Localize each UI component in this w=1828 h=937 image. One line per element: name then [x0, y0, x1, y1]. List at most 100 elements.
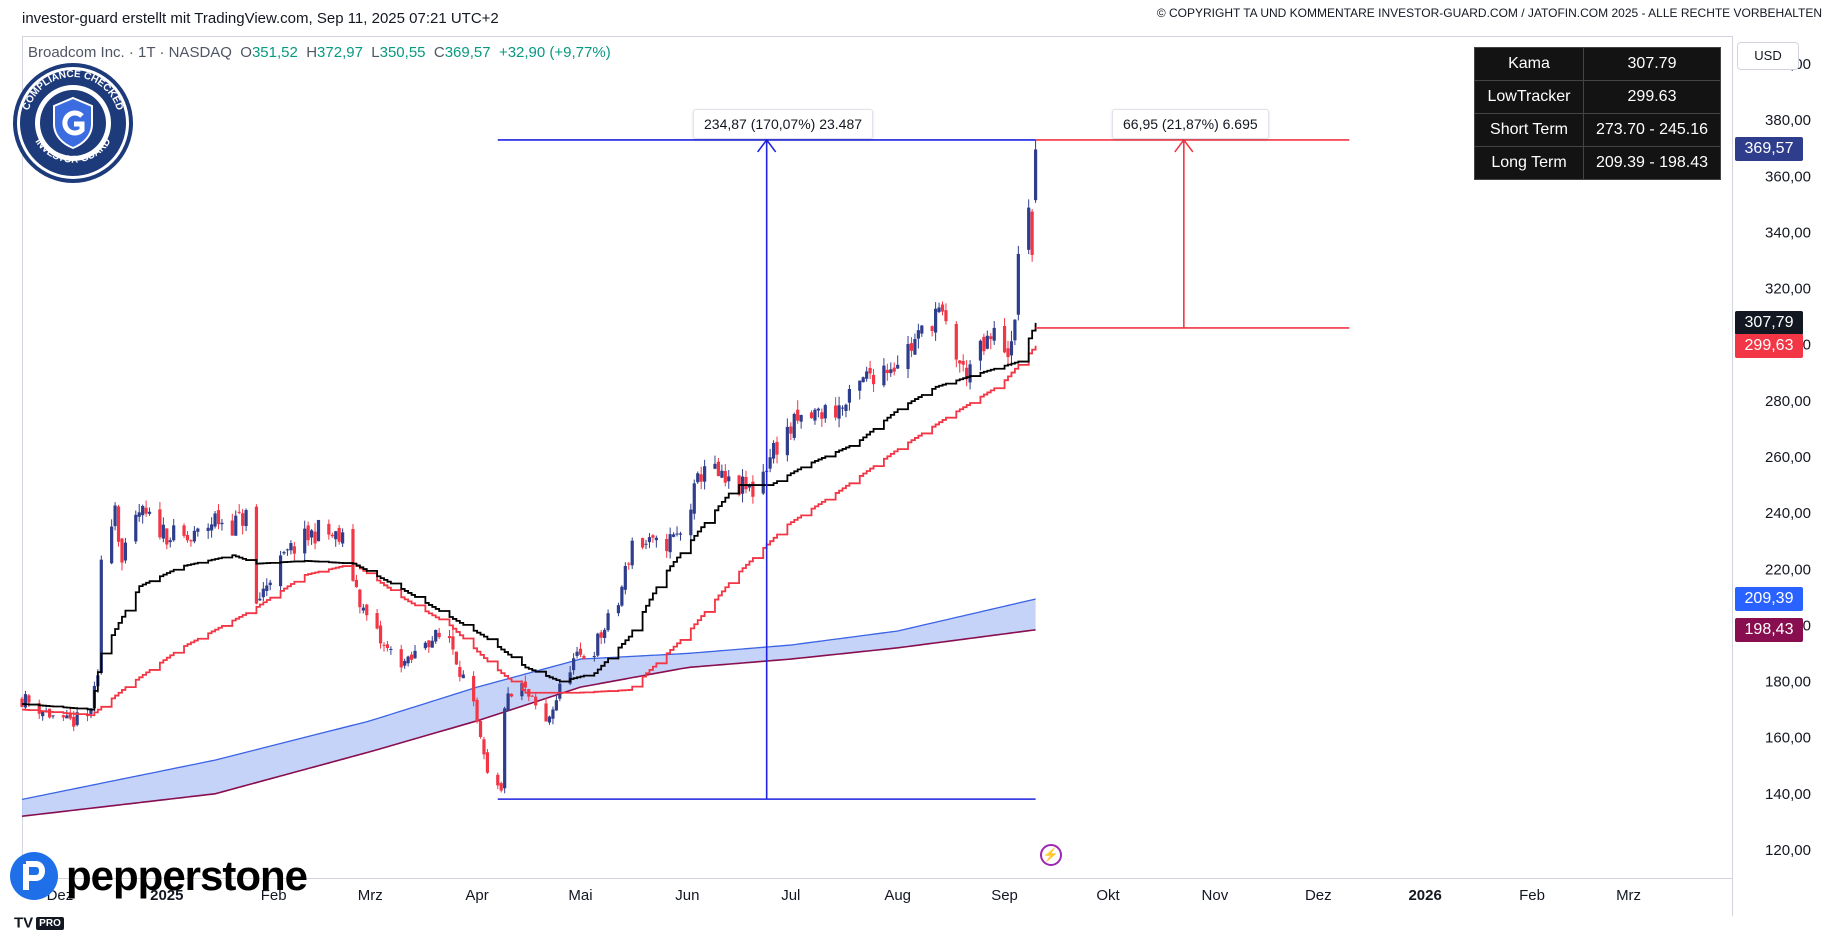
- candle-body: [809, 412, 814, 419]
- candle: [213, 511, 217, 529]
- candle-body: [237, 511, 241, 513]
- candle-body: [23, 694, 28, 708]
- candle: [916, 323, 920, 349]
- y-tick-label: 120,00: [1765, 842, 1811, 859]
- candle-body: [182, 525, 186, 536]
- candle: [485, 748, 490, 774]
- candle: [844, 403, 848, 418]
- candle: [1016, 245, 1020, 321]
- candle-body: [1013, 319, 1017, 341]
- price-badge-band-lower: 198,43: [1735, 617, 1803, 642]
- candle: [313, 523, 317, 550]
- candle: [606, 609, 610, 632]
- candle-body: [689, 509, 693, 536]
- candle-body: [141, 505, 145, 516]
- candle: [413, 645, 417, 659]
- candle: [789, 422, 793, 440]
- measurement-label-target[interactable]: 66,95 (21,87%) 6.695: [1112, 109, 1269, 139]
- candle: [427, 639, 431, 653]
- candle: [61, 714, 65, 722]
- candle: [785, 418, 789, 462]
- candle-body: [668, 534, 672, 553]
- x-tick-label: Jul: [781, 887, 800, 904]
- candle: [268, 579, 272, 591]
- candle: [1002, 318, 1007, 354]
- candle-body: [485, 752, 490, 773]
- candle-body: [496, 774, 500, 786]
- candle: [965, 360, 969, 387]
- candle-body: [775, 441, 779, 455]
- band-lower-line: [21, 629, 1036, 818]
- candle: [865, 366, 869, 382]
- candle-body: [678, 533, 683, 535]
- candle: [930, 325, 934, 337]
- candle-body: [727, 476, 731, 482]
- candle: [165, 528, 169, 550]
- price-badge-band-upper: 209,39: [1735, 587, 1803, 612]
- candle-body: [316, 519, 321, 542]
- candle-body: [261, 588, 265, 598]
- candle-body: [354, 579, 359, 588]
- candle-body: [551, 709, 555, 719]
- candle: [696, 471, 700, 484]
- candle-body: [196, 528, 200, 532]
- candle: [341, 528, 345, 548]
- close-value: 369,57: [444, 44, 491, 61]
- candle: [482, 736, 486, 760]
- candle-body: [216, 510, 221, 525]
- open-value: 351,52: [251, 44, 298, 61]
- candle: [385, 640, 390, 652]
- candle: [816, 407, 820, 418]
- candle-body: [451, 636, 455, 650]
- candle: [220, 518, 224, 531]
- candle-body: [606, 613, 610, 631]
- candle-body: [189, 540, 193, 542]
- candle: [358, 588, 362, 614]
- candle-body: [278, 555, 283, 587]
- candle: [751, 475, 755, 504]
- candle: [137, 503, 141, 522]
- candle-body: [413, 650, 417, 659]
- candle-body: [913, 338, 917, 355]
- candle-body: [509, 693, 514, 697]
- candle: [954, 321, 958, 368]
- candle: [509, 693, 514, 698]
- candle-body: [123, 542, 128, 561]
- candle: [237, 504, 241, 515]
- candle: [654, 535, 658, 548]
- candle: [665, 533, 669, 558]
- candle-body: [503, 708, 507, 789]
- chart-frame-left: [22, 36, 23, 878]
- candle: [678, 531, 683, 541]
- currency-button[interactable]: USD: [1737, 42, 1799, 70]
- candle-body: [409, 654, 414, 660]
- candle: [158, 501, 162, 540]
- candle-body: [303, 528, 307, 554]
- candle: [868, 360, 872, 379]
- earnings-event-icon[interactable]: ⚡: [1040, 844, 1062, 866]
- candle-body: [478, 721, 483, 737]
- candle: [254, 504, 259, 605]
- candle-body: [265, 585, 269, 591]
- candle-body: [654, 537, 658, 541]
- candle: [461, 670, 465, 679]
- table-cell-value: 299.63: [1583, 80, 1721, 114]
- x-tick-label: 2026: [1408, 887, 1441, 904]
- table-cell-label: Kama: [1474, 47, 1584, 81]
- candle-body: [582, 656, 586, 660]
- candle-body: [840, 407, 845, 409]
- candle-body: [327, 523, 331, 535]
- candle-body: [844, 404, 848, 411]
- measurement-label-rise[interactable]: 234,87 (170,07%) 23.487: [693, 109, 874, 139]
- candle: [620, 585, 624, 608]
- x-tick-label: 2025: [150, 887, 183, 904]
- candle-body: [865, 371, 869, 379]
- candle-body: [361, 607, 365, 611]
- candle-body: [144, 507, 148, 514]
- candle-body: [920, 325, 924, 334]
- long-term-band: [21, 598, 1036, 818]
- candle: [937, 302, 941, 314]
- candle-body: [461, 674, 465, 679]
- x-tick-label: Okt: [1096, 887, 1120, 904]
